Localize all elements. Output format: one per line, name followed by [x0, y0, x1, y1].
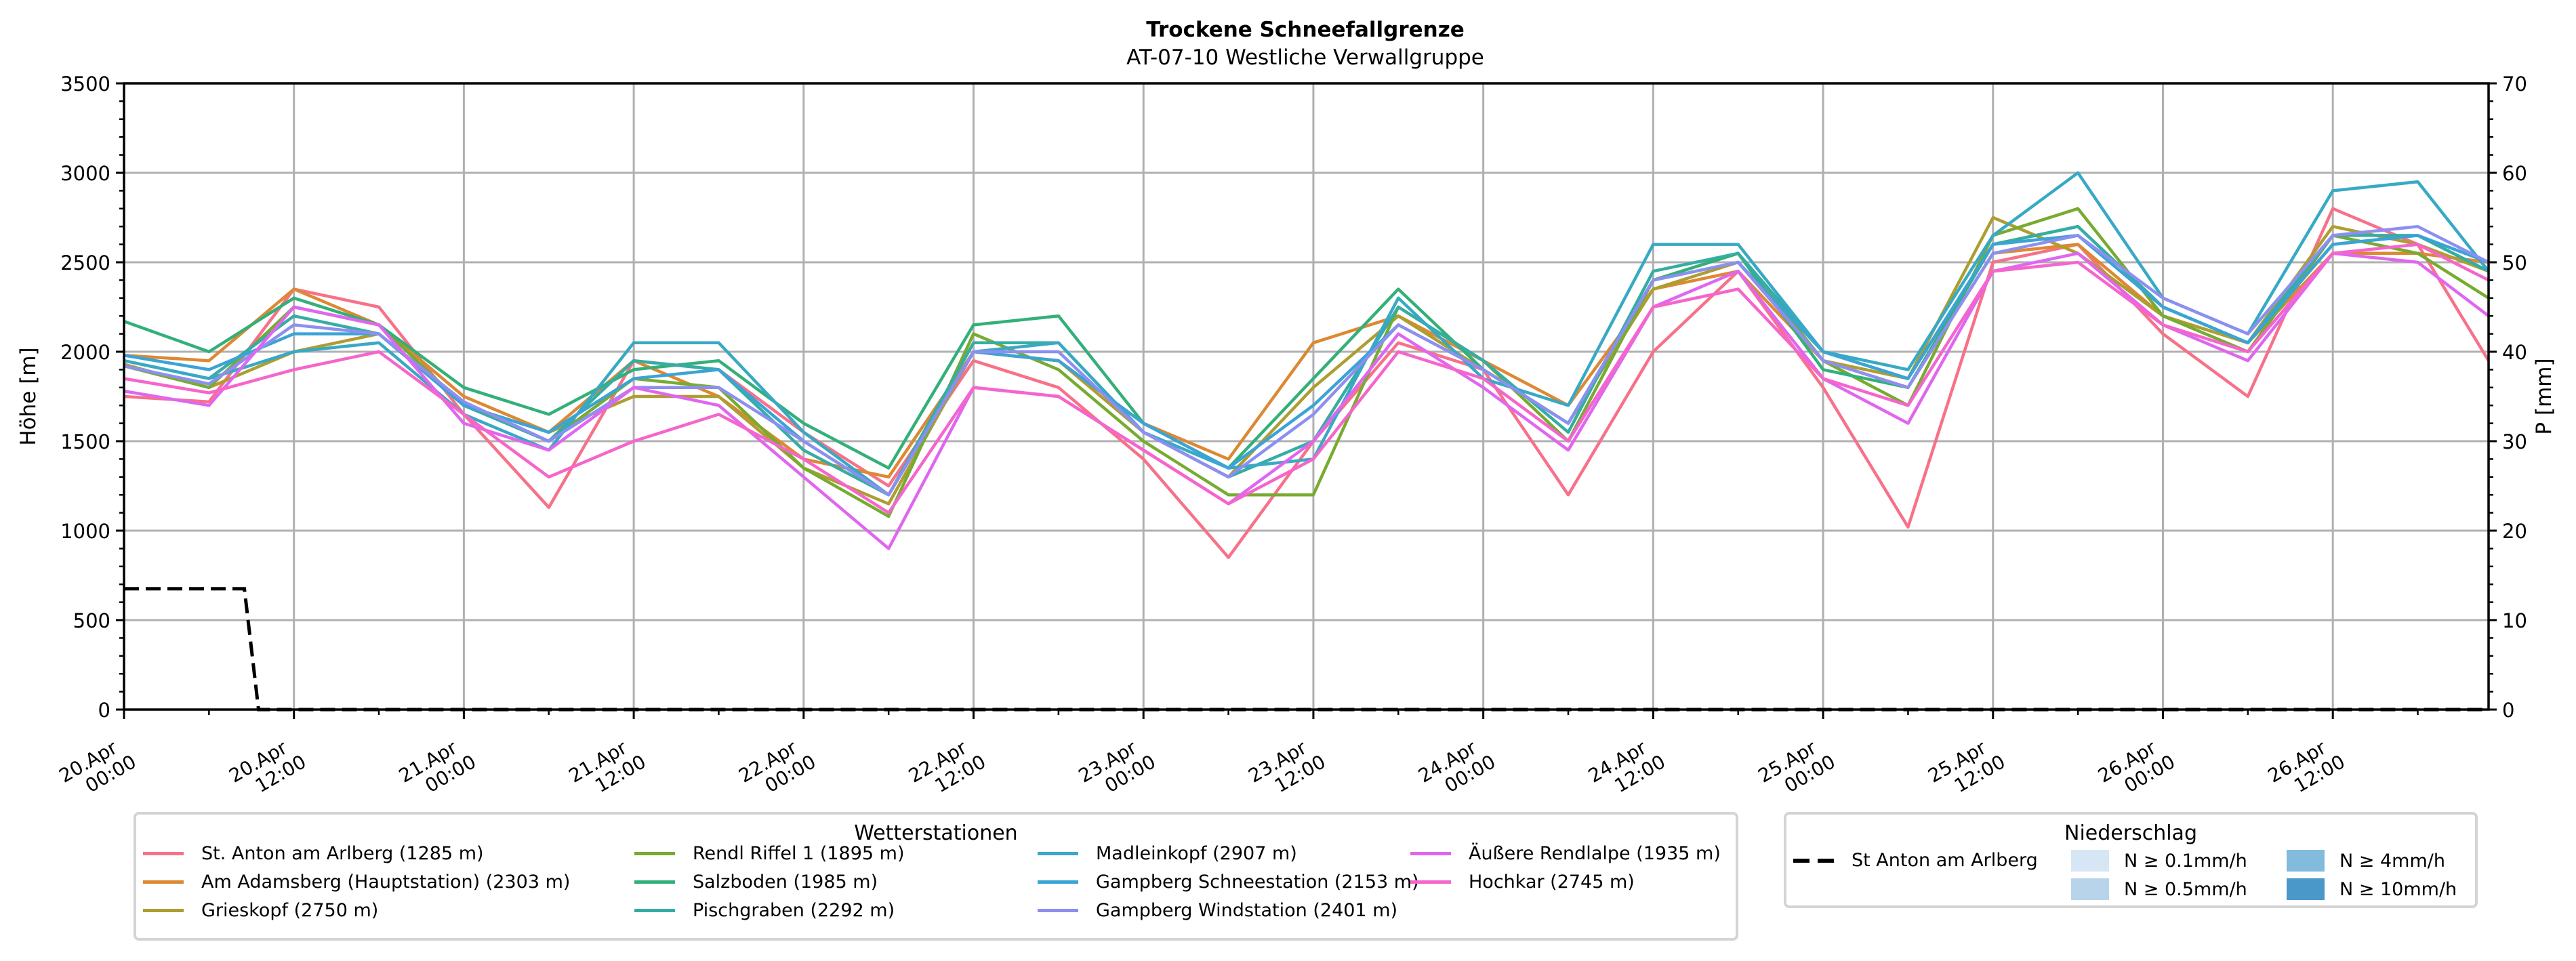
plot-frame [123, 82, 2490, 711]
y2-tick-label: 70 [2502, 73, 2527, 96]
chart-title: Trockene Schneefallgrenze [1146, 18, 1465, 42]
station-legend-label: Hochkar (2745 m) [1469, 872, 1635, 893]
station-legend-label: Am Adamsberg (Hauptstation) (2303 m) [201, 872, 571, 893]
y2-tick-label: 50 [2502, 251, 2527, 274]
color-patch-icon [2071, 850, 2109, 872]
precip-legend: Niederschlag St Anton am Arlberg N ≥ 0.1… [1784, 812, 2478, 908]
y2-axis-label: P [mm] [2532, 358, 2556, 434]
precip-class-label: N ≥ 4mm/h [2339, 850, 2445, 872]
stations-legend: Wetterstationen St. Anton am Arlberg (12… [134, 812, 1738, 941]
x-tick-label: 25.Apr12:00 [1924, 731, 2009, 806]
station-legend-label: Gampberg Windstation (2401 m) [1096, 900, 1398, 921]
axes: 0 500 1000 1500 2000 2500 3000 3500 0 10 20 30 40 50 6… [55, 73, 2527, 806]
line-swatch-icon [143, 852, 184, 855]
station-legend-label: Gampberg Schneestation (2153 m) [1096, 872, 1419, 893]
station-legend-item: Gampberg Schneestation (2153 m) [1038, 872, 1419, 893]
series-layer [123, 171, 2490, 712]
line-swatch-icon [143, 909, 184, 912]
y-tick-label: 2500 [60, 251, 110, 274]
precip-legend-label: St Anton am Arlberg [1852, 850, 2038, 871]
line-swatch-icon [1038, 880, 1078, 884]
station-legend-item: Am Adamsberg (Hauptstation) (2303 m) [143, 872, 570, 893]
x-tick-label: 26.Apr00:00 [2094, 731, 2179, 806]
y-tick-label: 0 [98, 699, 110, 722]
station-legend-item: Grieskopf (2750 m) [143, 900, 378, 921]
x-tick-label: 24.Apr00:00 [1414, 731, 1499, 806]
precip-class-3: N ≥ 10mm/h [2287, 878, 2457, 900]
station-legend-label: Grieskopf (2750 m) [201, 900, 379, 921]
line-swatch-icon [1038, 909, 1078, 912]
precip-class-0: N ≥ 0.1mm/h [2071, 850, 2247, 872]
y-tick-label: 1500 [60, 430, 110, 453]
dashed-line-icon [1793, 858, 1834, 863]
station-legend-label: Salzboden (1985 m) [693, 872, 878, 893]
station-legend-label: St. Anton am Arlberg (1285 m) [201, 843, 484, 864]
station-legend-item: Pischgraben (2292 m) [634, 900, 895, 921]
series-line-8 [123, 224, 2490, 497]
y2-tick-label: 30 [2502, 430, 2527, 453]
x-tick-label: 21.Apr00:00 [395, 731, 480, 806]
color-patch-icon [2287, 850, 2325, 872]
precip-class-2: N ≥ 4mm/h [2287, 850, 2445, 872]
x-tick-label: 20.Apr00:00 [55, 731, 140, 806]
station-legend-label: Äußere Rendlalpe (1935 m) [1469, 843, 1721, 864]
station-legend-item: Äußere Rendlalpe (1935 m) [1410, 843, 1721, 864]
y-tick-label: 500 [73, 609, 110, 632]
station-legend-item: Hochkar (2745 m) [1410, 872, 1635, 893]
station-legend-item: Gampberg Windstation (2401 m) [1038, 900, 1397, 921]
line-swatch-icon [634, 880, 675, 884]
y2-tick-label: 0 [2502, 699, 2514, 722]
series-line-5 [123, 224, 2490, 497]
precip-class-label: N ≥ 10mm/h [2339, 878, 2457, 900]
series-line-10 [123, 243, 2490, 514]
stations-legend-title: Wetterstationen [854, 821, 1018, 845]
x-tick-label: 22.Apr12:00 [905, 731, 989, 806]
x-tick-label: 22.Apr00:00 [735, 731, 819, 806]
station-legend-label: Rendl Riffel 1 (1895 m) [693, 843, 905, 864]
precip-line [124, 587, 2489, 712]
line-swatch-icon [1038, 852, 1078, 855]
line-swatch-icon [634, 909, 675, 912]
x-tick-label: 25.Apr00:00 [1755, 731, 1839, 806]
precip-class-label: N ≥ 0.5mm/h [2124, 878, 2247, 900]
precip-legend-item-st-anton: St Anton am Arlberg [1793, 850, 2038, 871]
station-legend-label: Pischgraben (2292 m) [693, 900, 895, 921]
precip-class-label: N ≥ 0.1mm/h [2124, 850, 2247, 872]
color-patch-icon [2287, 878, 2325, 900]
x-tick-label: 21.Apr12:00 [565, 731, 650, 806]
line-swatch-icon [634, 852, 675, 855]
x-tick-label: 23.Apr12:00 [1244, 731, 1329, 806]
y-axis-label: Höhe [m] [16, 347, 41, 445]
y2-tick-label: 40 [2502, 341, 2527, 364]
y-tick-label: 2000 [60, 341, 110, 364]
color-patch-icon [2071, 878, 2109, 900]
precip-class-1: N ≥ 0.5mm/h [2071, 878, 2247, 900]
x-tick-label: 24.Apr12:00 [1585, 731, 1669, 806]
station-legend-item: Salzboden (1985 m) [634, 872, 878, 893]
series-line-9 [123, 251, 2490, 550]
station-legend-item: Madleinkopf (2907 m) [1038, 843, 1297, 864]
chart-subtitle: AT-07-10 Westliche Verwallgruppe [1126, 45, 1484, 70]
station-legend-item: Rendl Riffel 1 (1895 m) [634, 843, 904, 864]
y-tick-label: 3500 [60, 73, 110, 96]
series-line-1 [123, 243, 2489, 479]
x-tick-label: 23.Apr00:00 [1075, 731, 1160, 806]
series-line-7 [123, 234, 2489, 497]
station-legend-item: St. Anton am Arlberg (1285 m) [143, 843, 484, 864]
station-legend-label: Madleinkopf (2907 m) [1096, 843, 1297, 864]
series-line-0 [123, 207, 2490, 559]
line-swatch-icon [1410, 852, 1451, 855]
line-swatch-icon [1410, 880, 1451, 884]
y2-tick-label: 20 [2502, 520, 2527, 543]
line-swatch-icon [143, 880, 184, 884]
y2-tick-label: 60 [2502, 162, 2527, 185]
precip-legend-title: Niederschlag [2064, 821, 2197, 845]
y-tick-label: 3000 [60, 162, 110, 185]
x-tick-label: 20.Apr12:00 [225, 731, 310, 806]
y2-tick-label: 10 [2502, 609, 2527, 632]
x-tick-label: 26.Apr12:00 [2264, 731, 2349, 806]
y-tick-label: 1000 [60, 520, 110, 543]
